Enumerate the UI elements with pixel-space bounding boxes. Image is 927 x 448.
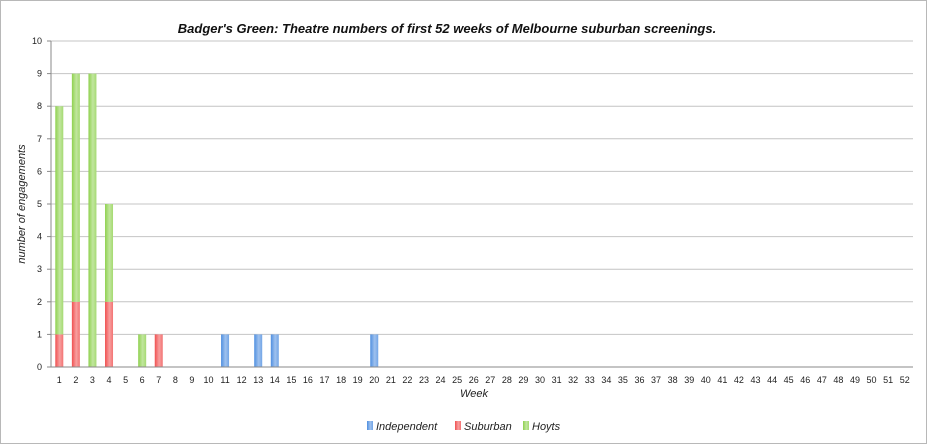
- y-tick-label: 7: [37, 134, 42, 144]
- x-tick-label: 24: [436, 375, 446, 385]
- x-tick-label: 18: [336, 375, 346, 385]
- x-tick-label: 30: [535, 375, 545, 385]
- x-tick-label: 14: [270, 375, 280, 385]
- legend-swatch-independent: [367, 421, 373, 430]
- x-tick-label: 31: [552, 375, 562, 385]
- x-tick-label: 5: [123, 375, 128, 385]
- x-tick-label: 3: [90, 375, 95, 385]
- x-tick-label: 27: [485, 375, 495, 385]
- x-tick-label: 6: [140, 375, 145, 385]
- bar-independent-week-14: [270, 334, 279, 367]
- x-tick-label: 25: [452, 375, 462, 385]
- x-tick-label: 17: [320, 375, 330, 385]
- bar-hoyts-week-1: [55, 106, 64, 335]
- x-tick-label: 28: [502, 375, 512, 385]
- y-tick-label: 4: [37, 232, 42, 242]
- bar-suburban-week-1: [55, 334, 64, 367]
- gridlines: [51, 40, 913, 368]
- x-tick-label: 16: [303, 375, 313, 385]
- y-tick-label: 0: [37, 362, 42, 372]
- x-tick-label: 26: [469, 375, 479, 385]
- x-tick-label: 52: [900, 375, 910, 385]
- x-tick-label: 48: [833, 375, 843, 385]
- x-tick-label: 40: [701, 375, 711, 385]
- x-tick-label: 9: [189, 375, 194, 385]
- x-tick-label: 32: [568, 375, 578, 385]
- legend-swatch-hoyts: [523, 421, 529, 430]
- x-tick-label: 33: [585, 375, 595, 385]
- x-tick-label: 42: [734, 375, 744, 385]
- x-tick-label: 39: [684, 375, 694, 385]
- x-tick-label: 49: [850, 375, 860, 385]
- bar-hoyts-week-4: [105, 204, 114, 302]
- x-tick-label: 45: [784, 375, 794, 385]
- x-tick-label: 37: [651, 375, 661, 385]
- y-tick-label: 1: [37, 329, 42, 339]
- legend-label-hoyts: Hoyts: [532, 421, 561, 433]
- x-tick-label: 41: [717, 375, 727, 385]
- x-tick-label: 47: [817, 375, 827, 385]
- x-tick-label: 1: [57, 375, 62, 385]
- y-tick-labels: 0 1 2 3 4 5 6 7 8 9 10: [32, 36, 42, 372]
- bar-independent-week-13: [254, 334, 263, 367]
- legend: Independent Suburban Hoyts: [367, 421, 561, 433]
- x-tick-label: 51: [883, 375, 893, 385]
- x-tick-label: 50: [867, 375, 877, 385]
- x-tick-label: 13: [253, 375, 263, 385]
- x-tick-labels: 1 2 3 4 5 6 7 8 9 10 11 12 13 14 15 16 17 18 19 20 21 22 23 24 2…: [57, 375, 910, 385]
- axes: [47, 40, 913, 368]
- chart-title: Badger's Green: Theatre numbers of first…: [178, 21, 716, 36]
- bar-hoyts-week-6: [138, 334, 147, 367]
- legend-label-suburban: Suburban: [464, 421, 512, 433]
- x-tick-label: 46: [800, 375, 810, 385]
- bar-independent-week-11: [221, 334, 230, 367]
- x-tick-label: 7: [156, 375, 161, 385]
- x-tick-label: 21: [386, 375, 396, 385]
- bar-hoyts-week-3: [88, 73, 97, 367]
- x-tick-label: 36: [634, 375, 644, 385]
- x-tick-label: 23: [419, 375, 429, 385]
- y-tick-label: 10: [32, 36, 42, 46]
- x-axis-label: Week: [460, 388, 488, 400]
- bars: [55, 73, 379, 367]
- x-tick-label: 35: [618, 375, 628, 385]
- y-axis-label: number of engagements: [16, 144, 28, 264]
- x-tick-label: 4: [107, 375, 112, 385]
- x-tick-label: 44: [767, 375, 777, 385]
- legend-label-independent: Independent: [376, 421, 438, 433]
- x-tick-label: 11: [220, 375, 229, 385]
- y-tick-label: 3: [37, 264, 42, 274]
- x-tick-label: 2: [73, 375, 78, 385]
- x-tick-label: 22: [402, 375, 412, 385]
- y-tick-label: 6: [37, 166, 42, 176]
- y-tick-label: 9: [37, 69, 42, 79]
- bar-hoyts-week-2: [71, 73, 80, 302]
- y-tick-label: 5: [37, 199, 42, 209]
- bar-suburban-week-2: [71, 301, 80, 367]
- x-tick-label: 43: [751, 375, 761, 385]
- x-tick-label: 12: [237, 375, 247, 385]
- x-tick-label: 15: [286, 375, 296, 385]
- legend-swatch-suburban: [455, 421, 461, 430]
- x-tick-label: 8: [173, 375, 178, 385]
- x-tick-label: 20: [369, 375, 379, 385]
- x-tick-label: 19: [353, 375, 363, 385]
- x-tick-label: 10: [203, 375, 213, 385]
- bar-suburban-week-7: [154, 334, 163, 367]
- bar-independent-week-20: [370, 334, 379, 367]
- x-tick-label: 34: [601, 375, 611, 385]
- y-tick-label: 8: [37, 101, 42, 111]
- x-tick-label: 29: [518, 375, 528, 385]
- x-tick-label: 38: [668, 375, 678, 385]
- bar-suburban-week-4: [105, 301, 114, 367]
- y-tick-label: 2: [37, 297, 42, 307]
